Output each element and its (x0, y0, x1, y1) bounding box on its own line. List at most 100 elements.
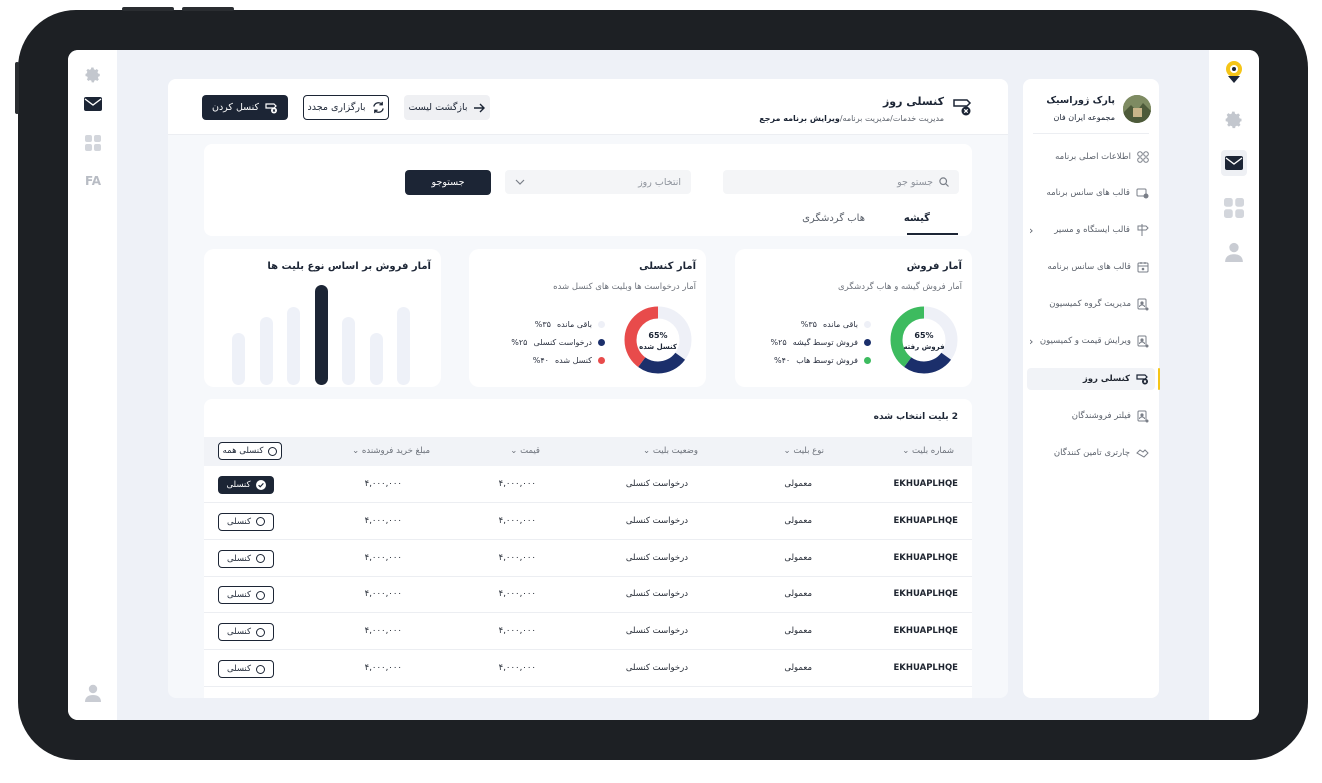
ticket-status: درخواست کنسلی (625, 552, 688, 563)
sidebar-item-5-user-doc[interactable]: مدیریت گروه کمیسیون (1029, 293, 1149, 315)
search-button[interactable]: جستوجو (405, 170, 491, 195)
user-doc-icon (1137, 410, 1149, 423)
table-row[interactable]: EKHUAPLHQE معمولی درخواست کنسلی ۴,۰۰۰,۰۰۰ ۴,… (204, 576, 972, 614)
apps-icon[interactable] (82, 132, 104, 154)
active-indicator (1158, 368, 1160, 390)
signpost-icon (1136, 224, 1149, 236)
gear-icon[interactable] (1222, 108, 1246, 132)
divider (1033, 133, 1149, 134)
org-avatar (1123, 95, 1151, 123)
legend-swatch (598, 357, 605, 364)
chevron-left-icon[interactable]: ‹ (1029, 223, 1034, 237)
cancel-stats-subtitle: آمار درخواست ها وبلیت های کنسل شده (553, 282, 696, 292)
cancel-toggle-label: کنسلی (226, 516, 252, 527)
user-icon[interactable] (82, 682, 104, 704)
col-price[interactable]: قیمت ⌄ (510, 446, 540, 456)
breadcrumb-path[interactable]: مدیریت خدمات/مدیریت برنامه/ (839, 114, 944, 123)
table-row[interactable]: EKHUAPLHQE معمولی درخواست کنسلی ۴,۰۰۰,۰۰۰ ۴,… (204, 540, 972, 577)
cancel-all-toggle[interactable]: کنسلی همه (218, 442, 282, 460)
radio-icon (256, 590, 266, 600)
ticket-type-stats-card: آمار فروش بر اساس نوع بلیت ها (204, 249, 441, 387)
legend-swatch (864, 321, 871, 328)
ticket-type-bar (369, 333, 383, 385)
logo-icon (1222, 60, 1246, 84)
seller-amount: ۴,۰۰۰,۰۰۰ (364, 589, 402, 600)
chevron-left-icon[interactable]: ‹ (1029, 334, 1034, 348)
donut-slice (624, 306, 692, 374)
user-doc-icon (1137, 335, 1149, 348)
tab-box-office[interactable]: گیشه (903, 213, 930, 224)
cancel-toggle[interactable]: کنسلی (218, 660, 274, 678)
sidebar-item-7-cancel-ticket[interactable]: کنسلی روز (1027, 368, 1155, 390)
legend-value: %۳۵ (534, 320, 551, 329)
ticket-type-bar (342, 317, 355, 385)
cancel-toggle[interactable]: کنسلی (218, 586, 274, 605)
sidebar-item-9-handshake[interactable]: چارتری تامین کنندگان (1029, 442, 1149, 464)
sidebar-item-4-calendar[interactable]: قالب های سانس برنامه (1029, 256, 1149, 278)
ticket-status: درخواست کنسلی (625, 663, 688, 673)
back-to-list-button[interactable]: بازگشت لیست (404, 95, 490, 120)
refresh-icon (372, 101, 384, 114)
sidebar-item-label: قالب های سانس برنامه (1046, 188, 1130, 198)
legend-value: %۲۵ (770, 338, 787, 347)
gear-icon[interactable] (82, 64, 104, 86)
ticket-price: ۴,۰۰۰,۰۰۰ (498, 552, 536, 563)
cancel-label: کنسل کردن (211, 102, 260, 113)
sales-center-percent: 65% (914, 331, 933, 340)
cancel-stats-title: آمار کنسلی (639, 261, 696, 272)
legend-label: باقی مانده (556, 320, 592, 329)
user-icon[interactable] (1222, 240, 1246, 264)
cancel-toggle[interactable]: کنسلی (218, 512, 274, 531)
table-row[interactable]: EKHUAPLHQE معمولی درخواست کنسلی ۴,۰۰۰,۰۰۰ ۴,… (204, 503, 972, 540)
ticket-status: درخواست کنسلی (625, 589, 688, 600)
sidebar-item-6-user-doc[interactable]: ویرایش قیمت و کمیسیون ‹ (1029, 330, 1149, 352)
day-select[interactable]: انتخاب روز (505, 170, 691, 194)
sidebar-item-1-grid[interactable]: اطلاعات اصلی برنامه (1029, 146, 1149, 168)
ticket-status: درخواست کنسلی (625, 515, 688, 526)
col-ticket-type[interactable]: نوع بلیت ⌄ (783, 446, 824, 456)
ticket-price: ۴,۰۰۰,۰۰۰ (498, 663, 536, 673)
table-row[interactable]: EKHUAPLHQE معمولی درخواست کنسلی ۴,۰۰۰,۰۰۰ ۴,… (204, 650, 972, 687)
column-label: وضعیت بلیت (652, 446, 698, 456)
sidebar-item-3-signpost[interactable]: قالب ایستگاه و مسیر ‹ (1029, 219, 1149, 241)
ticket-type-bar (287, 307, 300, 385)
program-sidebar: پارک ژوراسیک مجموعه ایران فان اطلاعات اص… (1023, 79, 1160, 698)
legend-label: باقی مانده (822, 320, 858, 329)
radio-icon (268, 446, 278, 456)
language-switch[interactable]: FA (84, 174, 102, 188)
reload-button[interactable]: بارگزاری مجدد (303, 95, 389, 120)
cancel-toggle[interactable]: کنسلی (218, 476, 274, 494)
cancel-toggle[interactable]: کنسلی (218, 623, 274, 642)
ticket-type-bar (259, 317, 273, 385)
legend-label: کنسل شده (554, 356, 592, 365)
legend-value: %۲۵ (511, 338, 528, 347)
cancel-toggle[interactable]: کنسلی (218, 549, 274, 568)
sidebar-item-label: ویرایش قیمت و کمیسیون (1039, 336, 1131, 346)
volume-button (122, 7, 174, 11)
cancel-tickets-button[interactable]: کنسل کردن (202, 95, 288, 120)
sidebar-item-8-user-doc[interactable]: فیلتر فروشندگان (1029, 405, 1149, 427)
selected-count: 2 بلیت انتخاب شده (873, 412, 958, 422)
col-ticket-number[interactable]: شماره بلیت ⌄ (902, 446, 954, 456)
tab-tourism-hub[interactable]: هاب گردشگری (802, 213, 865, 224)
mail-icon[interactable] (1221, 150, 1247, 176)
app-screen: FA کنسلی روز مدیریت خدمات/مدیریت برنامه/… (68, 50, 1259, 720)
sidebar-item-2-ticket[interactable]: قالب های سانس برنامه (1029, 182, 1149, 204)
sidebar-item-label: کنسلی روز (1082, 374, 1130, 384)
legend-swatch (864, 357, 871, 364)
search-input[interactable]: جستو جو (723, 170, 959, 194)
sidebar-item-label: چارتری تامین کنندگان (1053, 448, 1130, 458)
user-doc-icon (1137, 298, 1149, 311)
breadcrumb: مدیریت خدمات/مدیریت برنامه/ویرایش برنامه… (759, 114, 944, 123)
col-ticket-status[interactable]: وضعیت بلیت ⌄ (643, 446, 698, 456)
legend-label: فروش توسط هاب (796, 356, 858, 365)
table-row[interactable]: EKHUAPLHQE معمولی درخواست کنسلی ۴,۰۰۰,۰۰۰ ۴,… (204, 466, 972, 503)
ticket-price: ۴,۰۰۰,۰۰۰ (498, 589, 536, 600)
col-seller-amount[interactable]: مبلغ خرید فروشنده ⌄ (352, 446, 430, 456)
search-icon (939, 177, 949, 187)
grid-icon (1137, 151, 1149, 163)
apps-icon[interactable] (1222, 196, 1246, 220)
table-row[interactable]: EKHUAPLHQE معمولی درخواست کنسلی ۴,۰۰۰,۰۰۰ ۴,… (204, 613, 972, 651)
mail-icon[interactable] (82, 93, 104, 115)
cancel-ticket-icon (1136, 373, 1149, 385)
